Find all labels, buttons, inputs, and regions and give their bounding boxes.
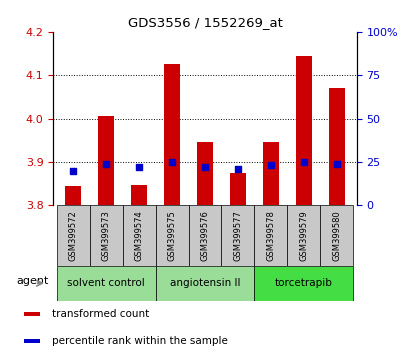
Text: percentile rank within the sample: percentile rank within the sample [52, 336, 227, 346]
Bar [254, 266, 353, 301]
Bar [229, 173, 246, 205]
Bar [65, 186, 81, 205]
Text: GSM399576: GSM399576 [200, 210, 209, 261]
Bar [287, 205, 320, 266]
Text: solvent control: solvent control [67, 278, 145, 288]
Text: angiotensin II: angiotensin II [169, 278, 240, 288]
Point [300, 159, 306, 165]
Point [169, 159, 175, 165]
Bar [163, 64, 180, 205]
Bar [56, 205, 89, 266]
Text: transformed count: transformed count [52, 309, 149, 319]
Text: GSM399575: GSM399575 [167, 210, 176, 261]
Point [234, 166, 240, 172]
Title: GDS3556 / 1552269_at: GDS3556 / 1552269_at [127, 16, 282, 29]
Point [103, 161, 109, 166]
Point [201, 164, 208, 170]
Bar [196, 142, 213, 205]
Bar [254, 205, 287, 266]
Bar [221, 205, 254, 266]
Bar [295, 56, 311, 205]
Bar [89, 205, 122, 266]
Point [333, 161, 339, 166]
Bar [188, 205, 221, 266]
Bar [262, 142, 279, 205]
Bar [24, 312, 39, 316]
Bar [155, 266, 254, 301]
Text: GSM399574: GSM399574 [134, 210, 143, 261]
Text: torcetrapib: torcetrapib [274, 278, 332, 288]
Text: GSM399577: GSM399577 [233, 210, 242, 261]
Text: GSM399578: GSM399578 [266, 210, 275, 261]
Bar [328, 88, 344, 205]
Point [135, 164, 142, 170]
Text: GSM399579: GSM399579 [299, 210, 308, 261]
Bar [122, 205, 155, 266]
Bar [56, 266, 155, 301]
Text: GSM399573: GSM399573 [101, 210, 110, 261]
Text: GSM399572: GSM399572 [68, 210, 77, 261]
Point [70, 168, 76, 173]
Bar [24, 339, 39, 343]
Text: GSM399580: GSM399580 [332, 210, 341, 261]
Bar [98, 116, 114, 205]
Bar [130, 185, 147, 205]
Text: agent: agent [16, 276, 48, 286]
Bar [155, 205, 188, 266]
Bar [320, 205, 353, 266]
Point [267, 162, 274, 168]
